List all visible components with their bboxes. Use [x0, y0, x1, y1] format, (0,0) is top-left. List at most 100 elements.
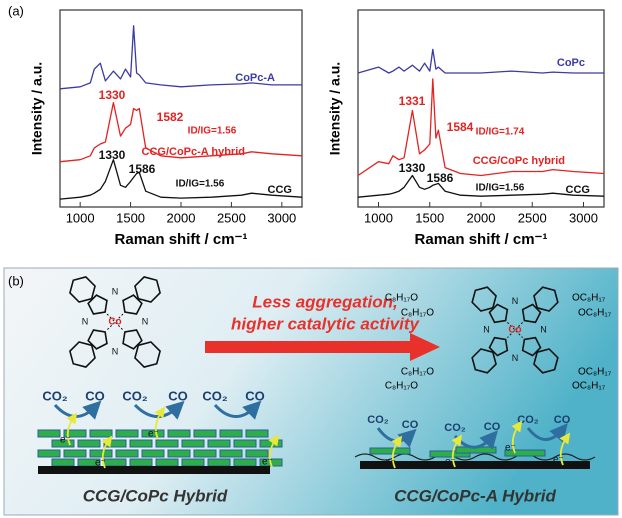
plot-frame — [357, 9, 605, 208]
arrow-text: Less aggregation, — [252, 292, 397, 311]
graphene-sheet — [37, 449, 61, 458]
annotation: 1584 — [447, 120, 474, 134]
substituent: OC₈H₁₇ — [578, 308, 612, 319]
annotation: 1586 — [129, 162, 156, 176]
x-axis-title: Raman shift / cm⁻¹ — [115, 231, 248, 248]
gas-label: CO₂ — [444, 422, 466, 434]
nitrogen: N — [112, 286, 119, 296]
annotation: ID/IG=1.56 — [476, 183, 525, 194]
electron-path — [511, 420, 523, 454]
benzene-ring — [533, 348, 559, 374]
benzene-ring — [533, 286, 559, 312]
annotation: ID/IG=1.56 — [176, 179, 225, 190]
series-label: CCG/CoPc hybrid — [473, 155, 565, 167]
annotation: 1331 — [399, 94, 426, 108]
graphene-sheet — [51, 439, 75, 448]
benzene-ring — [471, 348, 497, 374]
graphene-sheet — [219, 449, 243, 458]
benzene-ring — [134, 276, 161, 303]
nitrogen: N — [142, 316, 149, 326]
electron-path — [268, 434, 280, 468]
substituent: C₈H₁₇O — [385, 381, 418, 392]
spectrum-line — [59, 159, 303, 200]
graphene-sheet — [63, 429, 87, 438]
nitrogen: N — [483, 324, 490, 334]
substituent: OC₈H₁₇ — [572, 381, 606, 392]
electron-path — [101, 435, 113, 469]
graphene-sheet — [129, 439, 153, 448]
series-label: CoPc — [557, 57, 585, 69]
spectrum-line — [357, 78, 605, 177]
spectrum-line — [59, 101, 303, 163]
caption: CCG/CoPc Hybrid — [83, 486, 228, 505]
graphene-sheet — [181, 458, 205, 467]
substituent: OC₈H₁₇ — [578, 367, 612, 378]
core-bonds — [507, 322, 523, 338]
graphene-sheet — [193, 449, 217, 458]
graphene-sheet — [155, 458, 179, 467]
graphene-sheet — [89, 449, 113, 458]
graphene-sheet — [103, 458, 127, 467]
annotation: 1330 — [99, 88, 126, 102]
x-tick-label: 2000 — [167, 210, 196, 225]
x-axis-title: Raman shift / cm⁻¹ — [415, 231, 548, 248]
x-tick-label: 2000 — [467, 210, 496, 225]
electron-label: e⁻ — [385, 458, 396, 469]
wavy-graphene — [354, 453, 596, 461]
conversion-arrow — [526, 423, 568, 443]
gas-label: CO — [402, 419, 419, 431]
gas-label: CO — [484, 421, 501, 433]
electron-label: e⁻ — [262, 457, 273, 468]
caption: CCG/CoPc-A Hybrid — [394, 486, 556, 505]
x-tick-label: 1500 — [116, 210, 145, 225]
graphene-sheet — [429, 450, 471, 458]
graphene-sheet — [219, 429, 243, 438]
graphene-sheet — [245, 449, 269, 458]
electron-path — [559, 432, 571, 466]
spectrum-line — [357, 174, 605, 198]
electron-path — [451, 434, 463, 468]
graphene-sheet — [155, 439, 179, 448]
electron-label: e⁻ — [148, 429, 159, 440]
y-axis-title: Intensity / a.u. — [327, 62, 343, 155]
graphene-sheet — [63, 449, 87, 458]
graphene-sheet — [51, 458, 75, 467]
graphene-sheet — [233, 458, 257, 467]
nitrogen: N — [540, 324, 547, 334]
nitrogen: N — [512, 296, 519, 306]
metal-center: Co — [108, 317, 121, 328]
gas-label: CO₂ — [367, 414, 389, 426]
annotation: 1586 — [427, 171, 454, 185]
gas-label: CO₂ — [122, 388, 148, 403]
benzene-ring — [69, 276, 96, 303]
gas-label: CO — [168, 388, 188, 403]
graphene-sheet — [181, 439, 205, 448]
graphene-sheet — [207, 458, 231, 467]
electron-label: e⁻ — [445, 457, 456, 468]
graphene-sheet — [141, 449, 165, 458]
x-tick-label: 2500 — [518, 210, 547, 225]
annotation: 1330 — [399, 161, 426, 175]
metal-center: Co — [508, 325, 521, 336]
annotation: 1582 — [157, 110, 184, 124]
substrate — [360, 461, 590, 469]
benzene-ring — [69, 341, 96, 368]
molecule: N N N N Co — [471, 286, 559, 374]
substrate — [38, 466, 270, 474]
spectrum-line — [59, 25, 302, 90]
electron-path — [66, 412, 78, 446]
electron-path — [154, 406, 166, 440]
electron-label: e⁻ — [553, 455, 564, 466]
x-tick-label: 1500 — [415, 210, 444, 225]
gas-label: CO — [85, 388, 105, 403]
benzene-ring — [471, 286, 497, 312]
annotation: ID/IG=1.74 — [476, 127, 525, 138]
gas-label: CO₂ — [517, 414, 539, 426]
electron-label: e⁻ — [505, 443, 516, 454]
nitrogen: N — [82, 316, 89, 326]
panel-label: (a) — [8, 3, 24, 18]
graphene-sheet — [77, 439, 101, 448]
x-tick-label: 2500 — [217, 210, 246, 225]
annotation: ID/IG=1.56 — [188, 126, 237, 137]
